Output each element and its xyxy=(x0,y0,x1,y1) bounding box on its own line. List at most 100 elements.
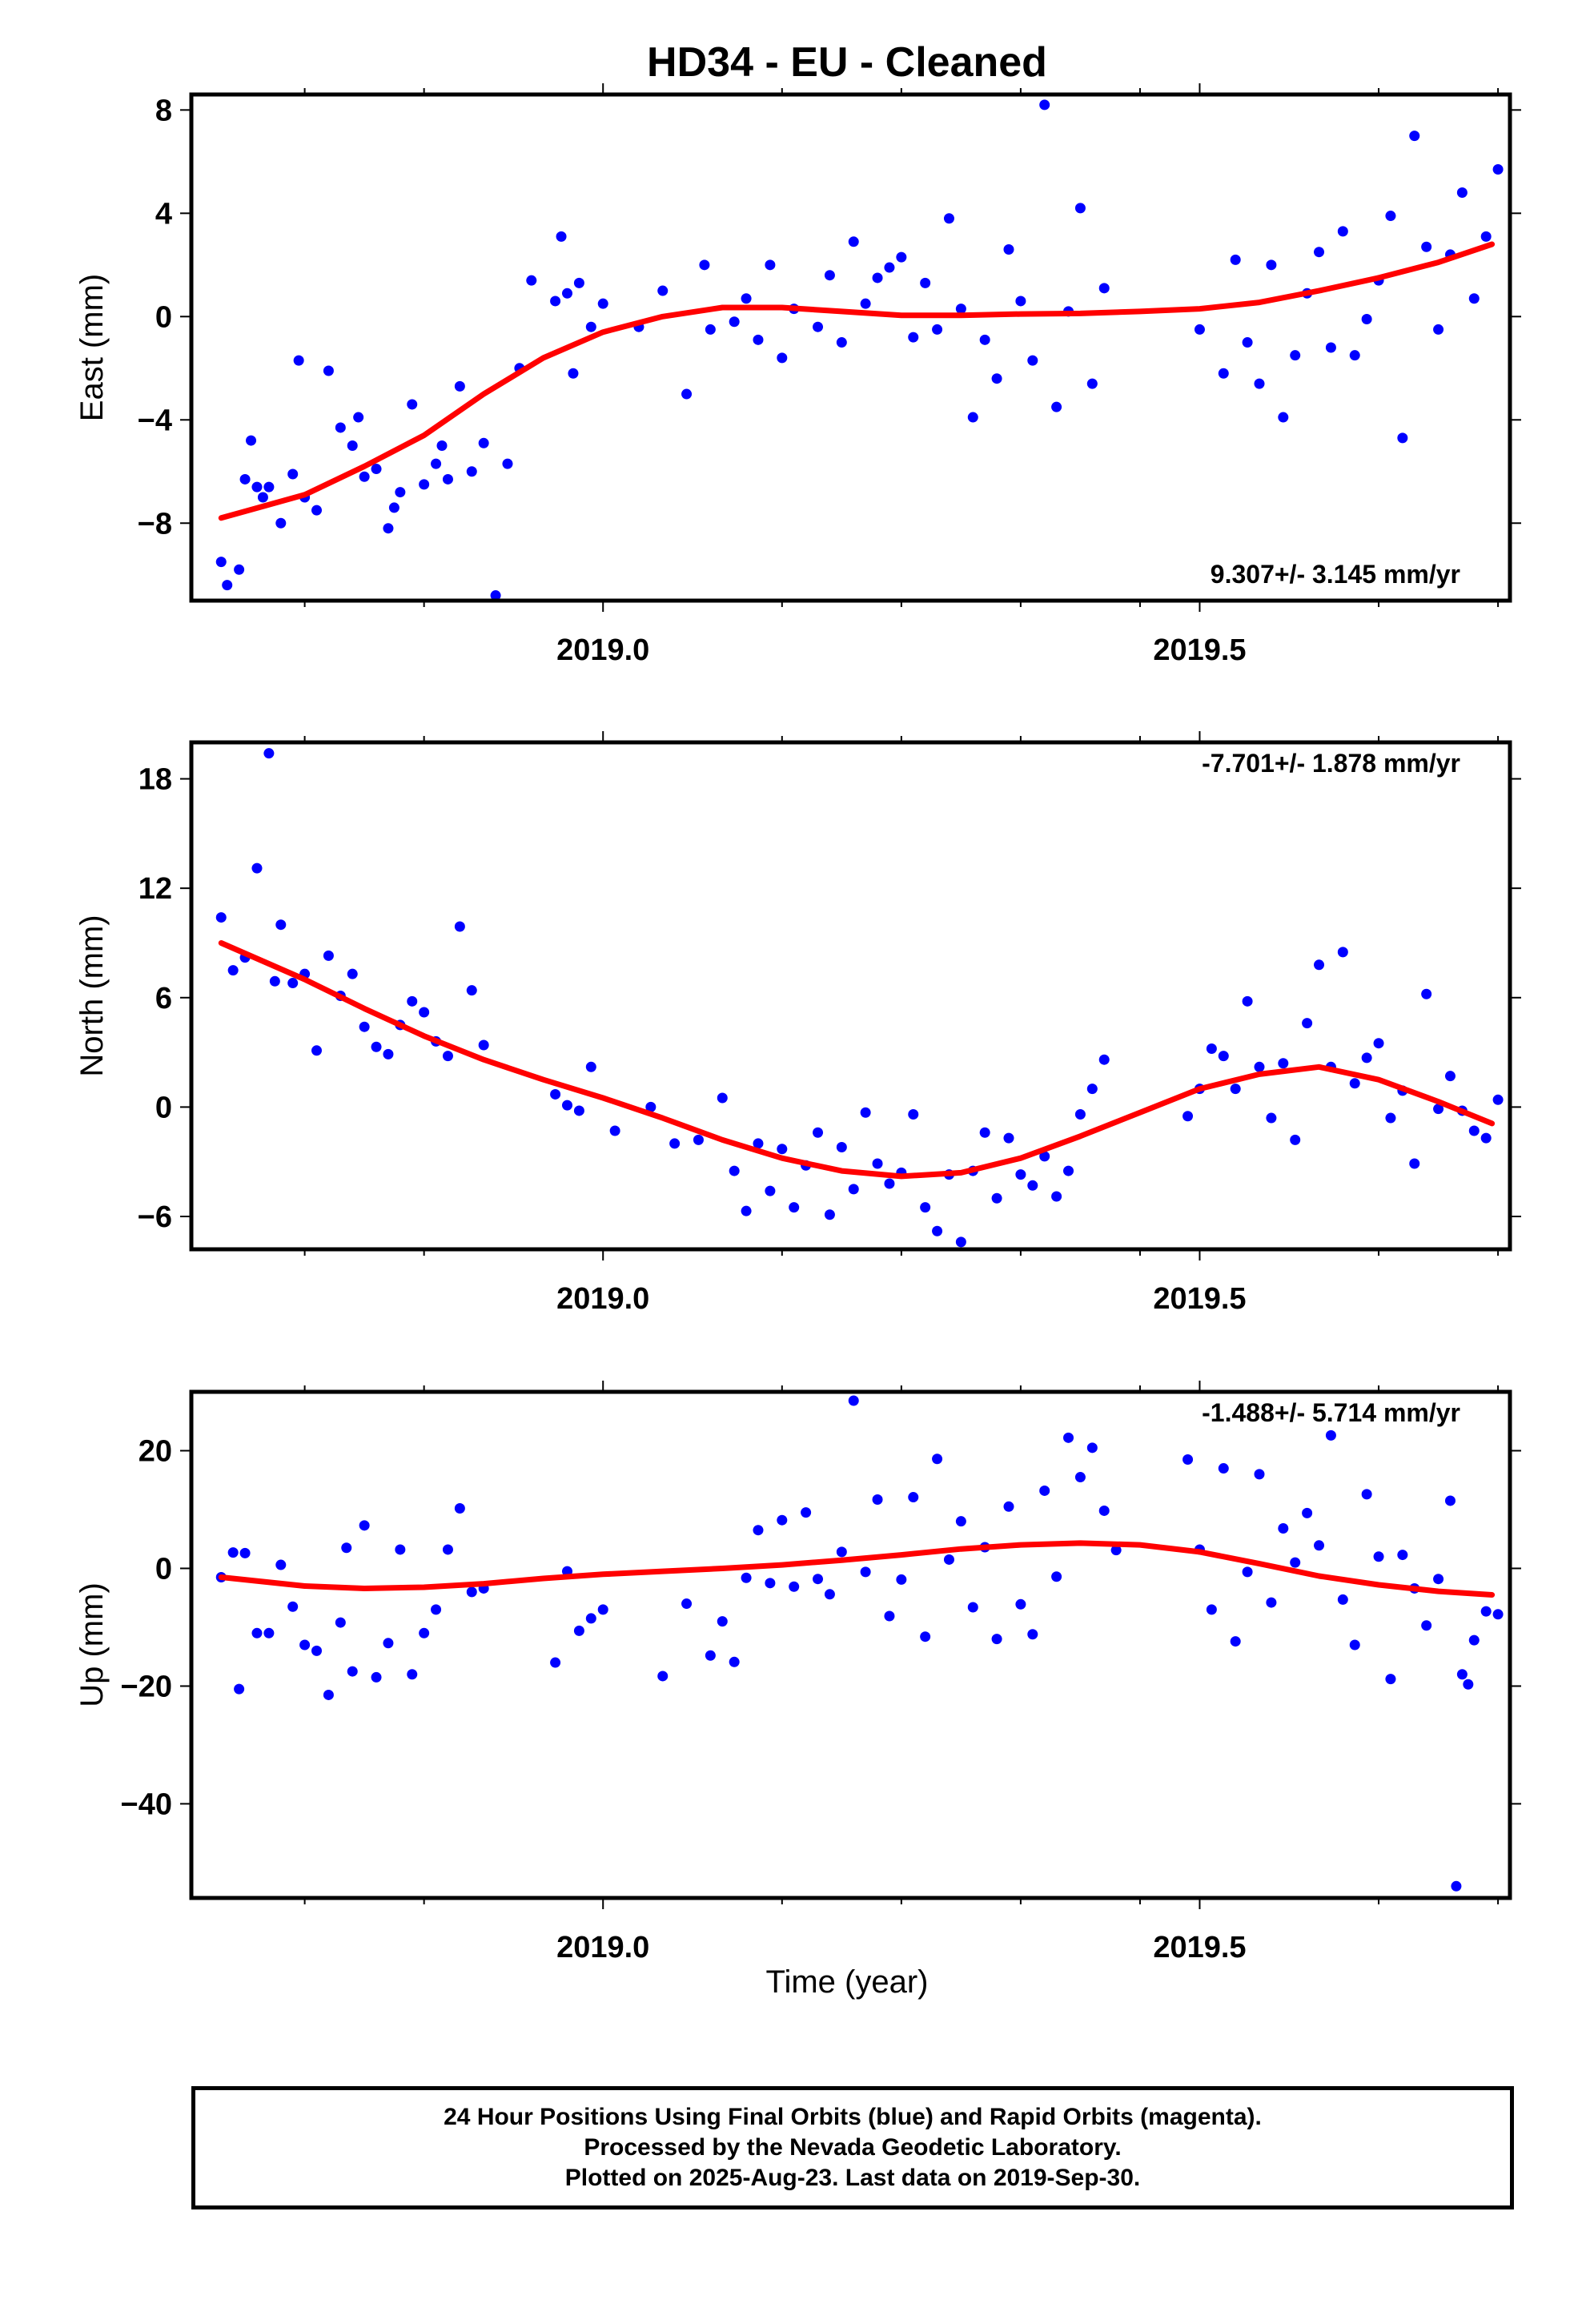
data-point xyxy=(1206,1043,1217,1055)
data-point xyxy=(1027,1180,1038,1191)
data-point xyxy=(1266,259,1277,271)
data-point xyxy=(573,277,584,288)
data-point xyxy=(1218,1051,1229,1062)
plot-area xyxy=(215,99,1504,601)
data-point xyxy=(239,473,251,485)
data-point xyxy=(1337,947,1348,958)
data-point xyxy=(550,1088,561,1100)
data-point xyxy=(824,1209,835,1220)
data-point xyxy=(431,1604,442,1615)
y-axis-label: Up (mm) xyxy=(74,1582,110,1707)
data-point xyxy=(860,298,871,309)
data-point xyxy=(609,1125,620,1136)
rate-annotation: 9.307+/- 3.145 mm/yr xyxy=(1211,560,1460,589)
data-point xyxy=(407,1669,418,1680)
data-point xyxy=(597,298,608,309)
data-point xyxy=(263,748,275,759)
data-point xyxy=(293,355,304,366)
y-tick-label: −4 xyxy=(138,404,172,437)
data-point xyxy=(872,272,883,283)
y-tick-label: −6 xyxy=(138,1200,172,1234)
footer-line-3: Plotted on 2025-Aug-23. Last data on 201… xyxy=(564,2165,1141,2191)
data-point xyxy=(466,985,477,996)
y-tick-label: −20 xyxy=(121,1670,172,1703)
data-point xyxy=(884,1610,895,1622)
data-point xyxy=(848,236,859,247)
data-point xyxy=(1182,1111,1194,1122)
data-point xyxy=(323,950,334,961)
plot-frame xyxy=(189,740,1512,1252)
data-point xyxy=(1421,241,1432,252)
data-point xyxy=(1063,1165,1074,1176)
data-point xyxy=(287,468,299,480)
data-point xyxy=(275,919,287,931)
data-point xyxy=(585,1613,596,1624)
data-point xyxy=(234,1683,245,1695)
data-point xyxy=(371,1671,382,1683)
data-point xyxy=(1027,355,1038,366)
data-point xyxy=(693,1134,704,1145)
data-point xyxy=(681,388,693,400)
x-tick-label: 2019.0 xyxy=(556,1282,649,1316)
data-point xyxy=(1086,1442,1098,1454)
data-point xyxy=(454,1503,465,1514)
data-point xyxy=(1003,1501,1014,1512)
data-point xyxy=(1290,350,1301,361)
data-point xyxy=(1337,1594,1348,1605)
data-point xyxy=(1468,1125,1480,1136)
data-point xyxy=(353,412,364,423)
data-point xyxy=(383,523,394,534)
data-point xyxy=(526,275,537,286)
data-point xyxy=(705,324,716,335)
data-point xyxy=(1451,1880,1462,1892)
data-point xyxy=(1349,1078,1360,1089)
data-point xyxy=(419,479,430,490)
data-point xyxy=(979,334,990,345)
data-point xyxy=(562,1100,573,1111)
y-tick-label: 4 xyxy=(155,197,172,231)
data-point xyxy=(407,399,418,410)
data-point xyxy=(991,1634,1002,1645)
data-point xyxy=(1433,324,1444,335)
data-point xyxy=(1397,432,1408,444)
data-point xyxy=(1074,1472,1086,1483)
y-tick-label: 0 xyxy=(155,300,172,334)
data-point xyxy=(824,270,835,281)
data-point xyxy=(1456,1669,1468,1680)
data-point xyxy=(1254,1061,1265,1072)
data-point xyxy=(860,1566,871,1578)
data-point xyxy=(388,502,400,513)
data-point xyxy=(1039,99,1050,111)
data-point xyxy=(1361,314,1372,325)
data-point xyxy=(991,373,1002,384)
data-point xyxy=(1480,1606,1492,1617)
data-point xyxy=(1492,164,1504,175)
data-point xyxy=(1444,1071,1456,1082)
panel-up: −40 −20 0 20 2019.0 2019.5 Up (mm) -1.488+/- 5.… xyxy=(74,1381,1521,1964)
data-point xyxy=(872,1158,883,1169)
data-point xyxy=(1373,1038,1384,1049)
data-point xyxy=(573,1625,584,1636)
data-point xyxy=(359,471,370,482)
data-point xyxy=(777,1514,788,1526)
data-point xyxy=(1086,1084,1098,1095)
y-tick-label: 0 xyxy=(155,1552,172,1586)
data-point xyxy=(884,262,895,273)
data-point xyxy=(359,1520,370,1531)
data-point xyxy=(1468,293,1480,304)
data-point xyxy=(1290,1557,1301,1568)
data-point xyxy=(1266,1597,1277,1608)
data-point xyxy=(1278,1522,1289,1534)
data-point xyxy=(215,557,227,568)
y-tick-label: −40 xyxy=(121,1787,172,1821)
y-tick-label: 18 xyxy=(139,763,172,797)
fit-line xyxy=(218,241,1496,521)
data-point xyxy=(1314,247,1325,258)
fit-line xyxy=(218,1540,1496,1598)
data-point xyxy=(287,1601,299,1612)
data-point xyxy=(1468,1634,1480,1646)
data-point xyxy=(1074,1109,1086,1120)
data-point xyxy=(1182,1454,1194,1466)
data-point xyxy=(1242,337,1253,348)
data-point xyxy=(717,1616,728,1627)
